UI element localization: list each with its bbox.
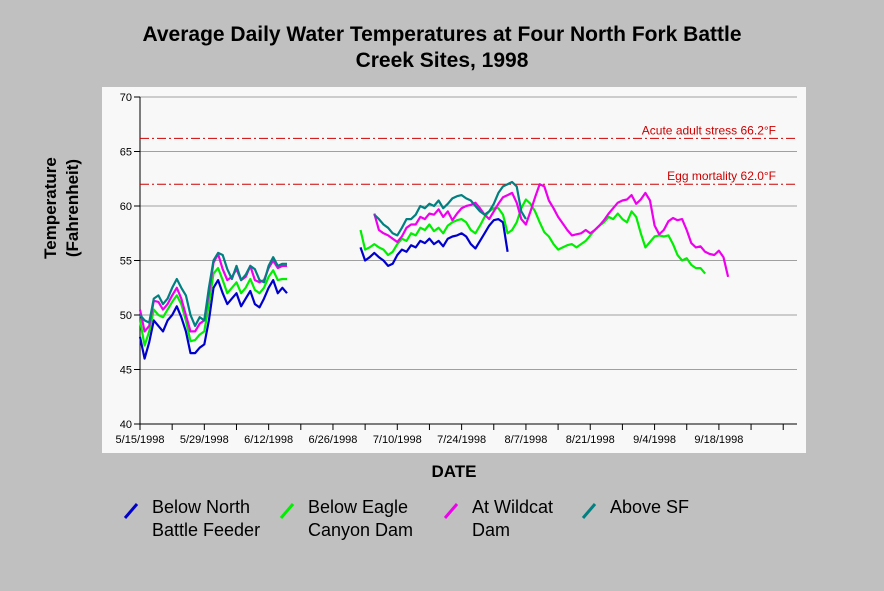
x-tick-label: 8/7/1998	[505, 434, 548, 446]
x-tick-label: 9/4/1998	[633, 434, 676, 446]
y-tick-label: 45	[120, 365, 132, 377]
series-line-2	[373, 183, 730, 278]
x-tick-label: 7/10/1998	[373, 434, 422, 446]
series-line-1	[359, 198, 706, 275]
chart-title: Average Daily Water Temperatures at Four…	[0, 22, 884, 74]
chart-title-line-1: Average Daily Water Temperatures at Four…	[142, 23, 742, 46]
reference-line-label: Egg mortality 62.0°F	[667, 169, 776, 183]
legend-swatch	[443, 503, 459, 519]
series-line-3	[139, 251, 287, 327]
legend-swatch	[123, 503, 139, 519]
y-tick-label: 55	[120, 256, 132, 268]
y-tick-label: 70	[120, 92, 132, 104]
series-line-0	[359, 218, 509, 267]
x-tick-label: 5/15/1998	[116, 434, 165, 446]
y-tick-label: 65	[120, 147, 132, 159]
y-tick-label: 60	[120, 201, 132, 213]
legend-label: Below Eagle Canyon Dam	[308, 497, 414, 540]
x-tick-label: 5/29/1998	[180, 434, 229, 446]
x-tick-label: 7/24/1998	[437, 434, 486, 446]
legend-label: Above SF	[610, 497, 690, 517]
legend-swatch	[581, 503, 597, 519]
y-tick-label: 50	[120, 310, 132, 322]
legend-label: At Wildcat Dam	[472, 497, 554, 540]
y-tick-label: 40	[120, 419, 132, 431]
chart-title-line-2: Creek Sites, 1998	[355, 49, 529, 72]
series-line-0	[138, 279, 288, 360]
x-tick-label: 8/21/1998	[566, 434, 615, 446]
series-line-1	[138, 267, 287, 347]
legend-label: Below North Battle Feeder	[152, 497, 261, 540]
x-tick-label: 9/18/1998	[694, 434, 743, 446]
series-line-3	[373, 180, 527, 237]
legend: Below North Battle Feeder Below Eagle Can…	[0, 496, 884, 576]
reference-line-label: Acute adult stress 66.2°F	[642, 123, 776, 137]
x-tick-label: 6/26/1998	[308, 434, 357, 446]
x-axis-label: DATE	[431, 462, 477, 481]
x-tick-label: 6/12/1998	[244, 434, 293, 446]
legend-swatch	[279, 503, 295, 519]
